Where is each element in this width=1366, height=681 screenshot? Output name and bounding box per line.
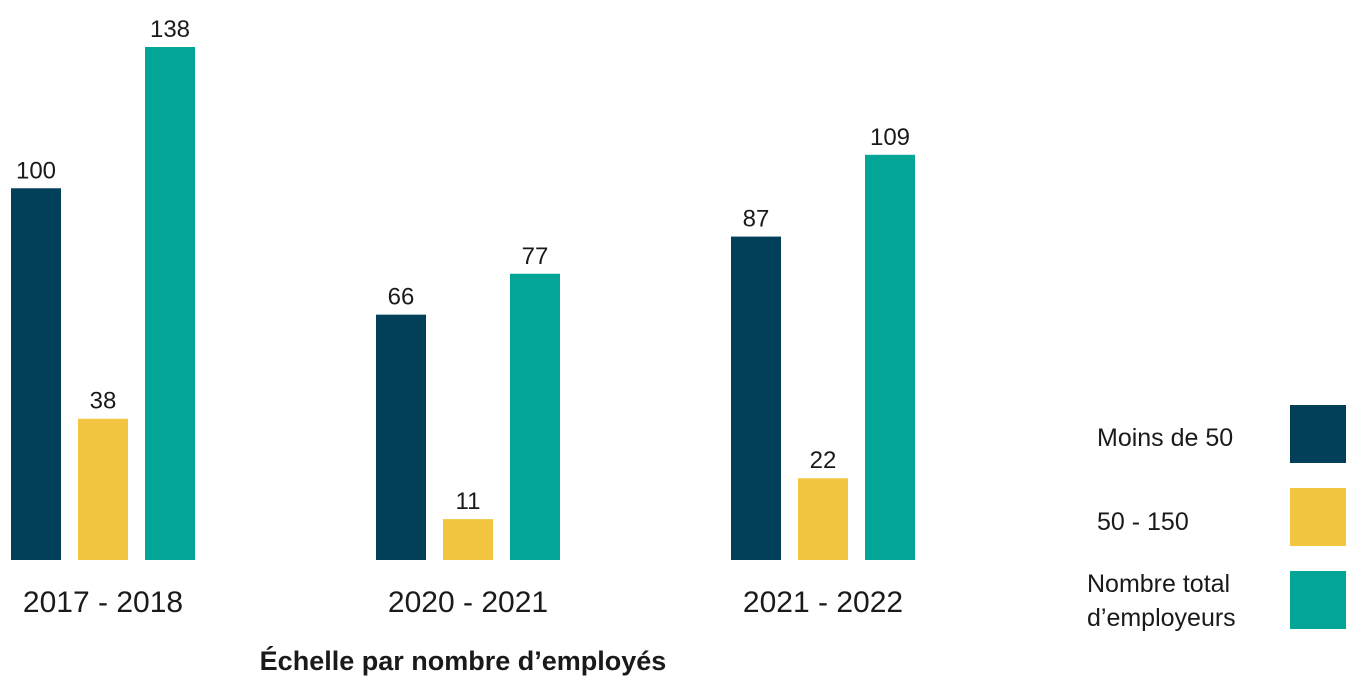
x-axis-title: Échelle par nombre d’employés xyxy=(260,645,667,676)
bar-2021-2022-series-1 xyxy=(798,478,848,560)
bar-2020-2021-series-0 xyxy=(376,314,426,560)
bar-2017-2018-series-1 xyxy=(78,418,128,560)
legend-label-1: 50 - 150 xyxy=(1097,508,1189,536)
category-label-2021-2022: 2021 - 2022 xyxy=(743,586,903,619)
legend-swatch-0 xyxy=(1290,405,1346,463)
bar-2021-2022-series-0 xyxy=(731,236,781,560)
legend-label-0: Moins de 50 xyxy=(1097,424,1233,452)
category-label-2017-2018: 2017 - 2018 xyxy=(23,586,183,619)
value-labels-layer: 100 38 138 66 11 77 87 22 109 xyxy=(16,16,910,515)
value-label-2021-2022-series-1: 22 xyxy=(810,447,837,474)
value-label-2020-2021-series-0: 66 xyxy=(388,284,415,311)
value-label-2017-2018-series-2: 138 xyxy=(150,16,190,43)
category-labels-layer: 2017 - 2018 2020 - 2021 2021 - 2022 xyxy=(23,586,903,619)
bar-2020-2021-series-1 xyxy=(443,519,493,560)
category-label-2020-2021: 2020 - 2021 xyxy=(388,586,548,619)
legend-label-2-line-0: Nombre total xyxy=(1087,570,1230,598)
legend-label-2-line-1: d’employeurs xyxy=(1087,604,1236,632)
value-label-2021-2022-series-2: 109 xyxy=(870,124,910,151)
legend: Moins de 50 50 - 150 Nombre total d’employe… xyxy=(1087,405,1346,632)
value-label-2017-2018-series-0: 100 xyxy=(16,157,56,184)
bar-2017-2018-series-2 xyxy=(145,47,195,560)
bar-2020-2021-series-2 xyxy=(510,273,560,560)
value-label-2020-2021-series-2: 77 xyxy=(522,243,549,270)
bars-layer xyxy=(11,47,915,560)
value-label-2021-2022-series-0: 87 xyxy=(743,206,770,233)
legend-swatch-1 xyxy=(1290,488,1346,546)
legend-swatch-2 xyxy=(1290,571,1346,629)
value-label-2017-2018-series-1: 38 xyxy=(90,388,117,415)
bar-2017-2018-series-0 xyxy=(11,188,61,560)
value-label-2020-2021-series-1: 11 xyxy=(456,488,481,515)
bar-2021-2022-series-2 xyxy=(865,154,915,560)
